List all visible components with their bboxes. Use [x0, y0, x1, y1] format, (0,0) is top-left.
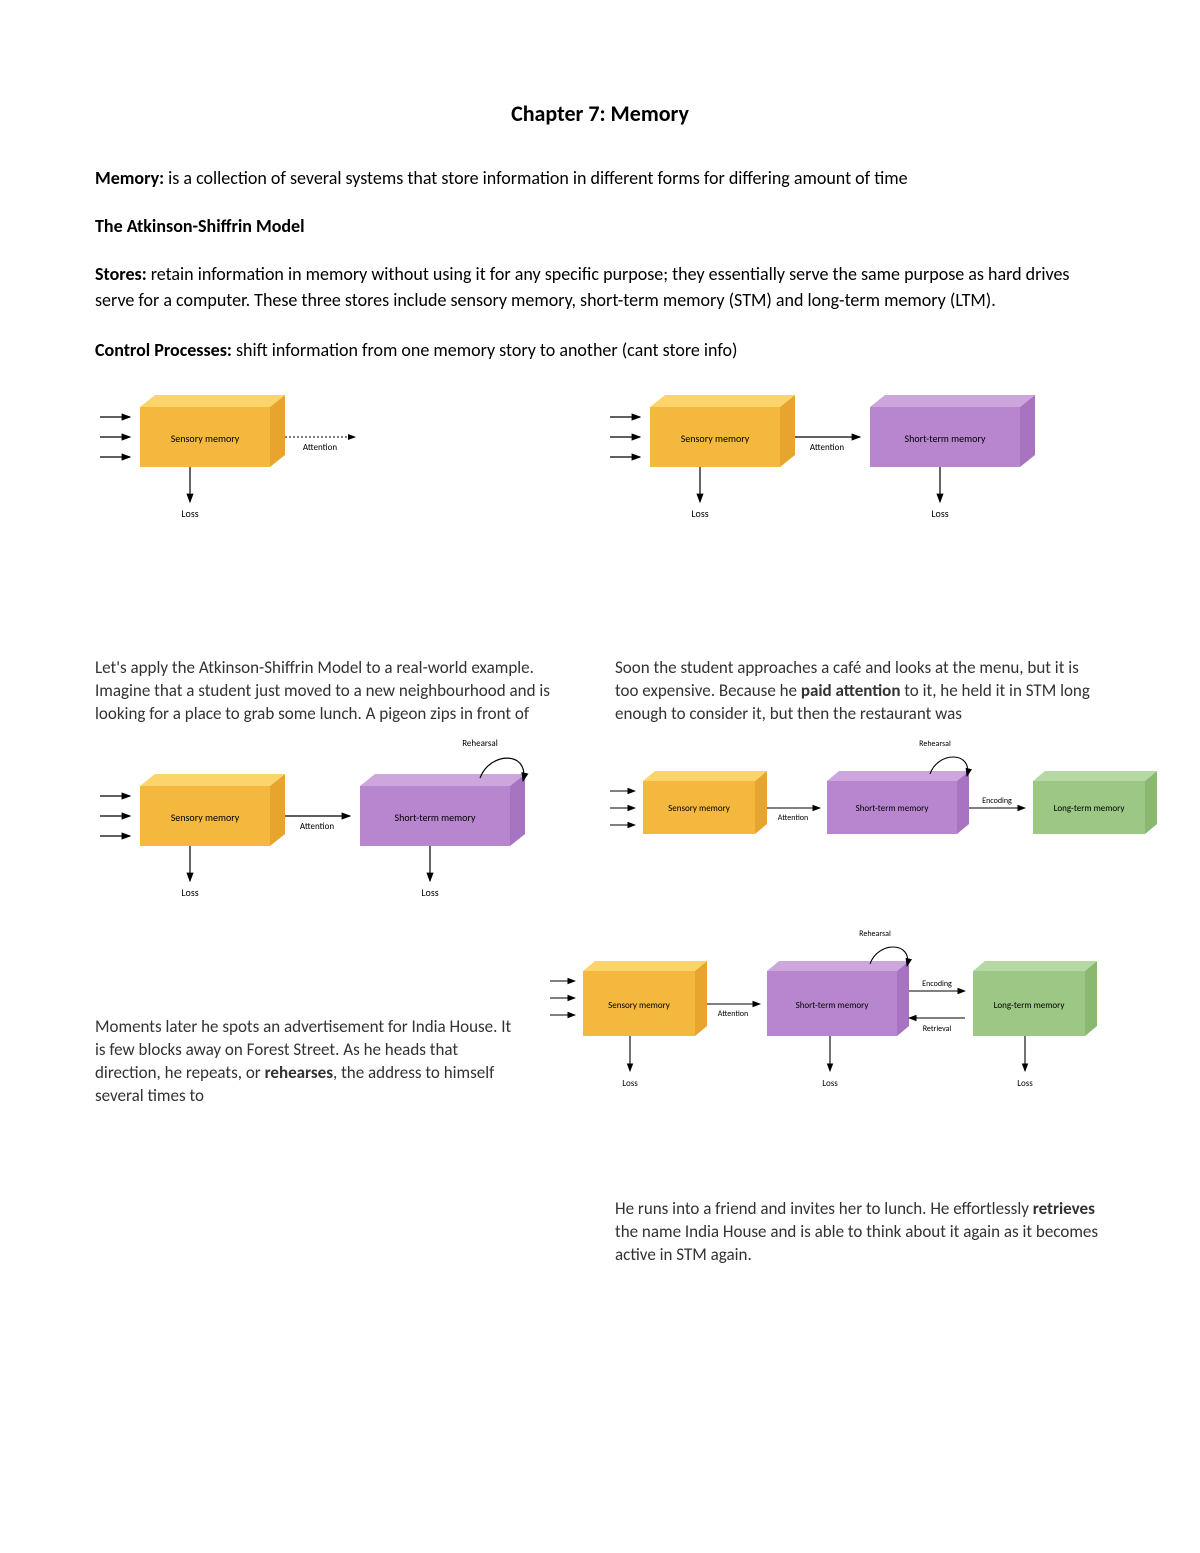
- attention-label: Attention: [778, 813, 808, 823]
- ltm-box: Long-term memory: [973, 961, 1097, 1036]
- attention-label: Attention: [300, 821, 334, 832]
- sensory-box: Sensory memory: [140, 774, 285, 846]
- caption-3: He runs into a friend and invites her to…: [615, 1198, 1105, 1267]
- stm-label: Short-term memory: [905, 432, 986, 445]
- control-text: shift information from one memory story …: [232, 339, 738, 361]
- stm-label: Short-term memory: [395, 811, 476, 824]
- memory-definition: Memory: is a collection of several syste…: [95, 165, 1105, 191]
- ltm-box: Long-term memory: [1033, 771, 1157, 834]
- control-label: Control Processes:: [95, 339, 232, 361]
- c3-post: the name India House and is able to thin…: [615, 1221, 1098, 1265]
- loss-label: Loss: [181, 507, 198, 520]
- diagram-2-right: Sensory memory Attention Short-term memo…: [605, 736, 1165, 916]
- stm-box: Short-term memory: [360, 774, 525, 846]
- loss-label-2: Loss: [421, 886, 438, 899]
- diagram-3-right: Sensory memory Attention Short-term memo…: [545, 926, 1105, 1118]
- diagram-full: Sensory memory Attention Short-term memo…: [545, 926, 1105, 1116]
- loss-label-1: Loss: [691, 507, 708, 520]
- stm-label: Short-term memory: [856, 803, 930, 814]
- diagram-1-left: Sensory memory Attention Loss: [95, 387, 545, 537]
- memory-text: is a collection of several systems that …: [164, 167, 908, 189]
- encoding-label: Encoding: [982, 796, 1012, 806]
- sensory-box: Sensory memory: [140, 395, 285, 467]
- encoding-label: Encoding: [922, 979, 952, 989]
- c3-pre: He runs into a friend and invites her to…: [615, 1198, 1033, 1219]
- sensory-box: Sensory memory: [583, 961, 707, 1036]
- document-page: Chapter 7: Memory Memory: is a collectio…: [0, 0, 1200, 1337]
- row-3-left: Moments later he spots an advertisement …: [95, 926, 515, 1118]
- rehearsal-label: Rehearsal: [919, 739, 951, 749]
- sensory-label: Sensory memory: [171, 811, 240, 824]
- diagram-sensory-stm: Sensory memory Attention Short-term memo…: [605, 387, 1105, 537]
- caption-2: Moments later he spots an advertisement …: [95, 1016, 515, 1108]
- rehearsal-label: Rehearsal: [859, 929, 891, 939]
- diagram-rehearsal: Sensory memory Attention Short-term memo…: [95, 736, 575, 916]
- stores-text: retain information in memory without usi…: [95, 263, 1069, 311]
- model-heading: The Atkinson-Shiffrin Model: [95, 215, 1105, 237]
- sensory-label: Sensory memory: [668, 803, 731, 814]
- stm-box: Short-term memory: [827, 771, 969, 834]
- retrieval-label: Retrieval: [923, 1024, 952, 1034]
- sensory-box: Sensory memory: [643, 771, 767, 834]
- diagram-row-1: Sensory memory Attention Loss: [95, 387, 1105, 537]
- ltm-label: Long-term memory: [994, 1000, 1066, 1011]
- loss-1: Loss: [622, 1078, 638, 1089]
- diagram-1-right: Sensory memory Attention Short-term memo…: [605, 387, 1105, 537]
- attention-label: Attention: [810, 442, 844, 453]
- sensory-box: Sensory memory: [650, 395, 795, 467]
- diagram-sensory-only: Sensory memory Attention Loss: [95, 387, 415, 537]
- stm-label: Short-term memory: [796, 1000, 870, 1011]
- diagram-encoding: Sensory memory Attention Short-term memo…: [605, 736, 1165, 906]
- memory-label: Memory:: [95, 167, 164, 189]
- c1b-bold: paid attention: [801, 680, 901, 701]
- stm-box: Short-term memory: [870, 395, 1035, 467]
- control-definition: Control Processes: shift information fro…: [95, 337, 1105, 363]
- attention-label: Attention: [718, 1009, 748, 1019]
- rehearsal-label: Rehearsal: [462, 738, 498, 749]
- loss-label-2: Loss: [931, 507, 948, 520]
- caption-1b: Soon the student approaches a café and l…: [615, 657, 1105, 726]
- caption-1a: Let's apply the Atkinson-Shiffrin Model …: [95, 657, 585, 726]
- caption-row-1: Let's apply the Atkinson-Shiffrin Model …: [95, 657, 1105, 736]
- diagram-2-left: Sensory memory Attention Short-term memo…: [95, 736, 575, 916]
- stores-definition: Stores: retain information in memory wit…: [95, 261, 1105, 313]
- loss-label-1: Loss: [181, 886, 198, 899]
- caption-row-3: He runs into a friend and invites her to…: [95, 1198, 1105, 1277]
- sensory-label: Sensory memory: [171, 432, 240, 445]
- page-title: Chapter 7: Memory: [95, 100, 1105, 127]
- attention-label: Attention: [303, 442, 337, 453]
- row-3: Moments later he spots an advertisement …: [95, 926, 1105, 1118]
- diagram-row-2: Sensory memory Attention Short-term memo…: [95, 736, 1105, 916]
- c2-bold: rehearses: [265, 1062, 333, 1083]
- ltm-label: Long-term memory: [1054, 803, 1126, 814]
- stm-box: Short-term memory: [767, 961, 909, 1036]
- sensory-label: Sensory memory: [681, 432, 750, 445]
- stores-label: Stores:: [95, 263, 147, 285]
- c3-bold: retrieves: [1033, 1198, 1095, 1219]
- loss-2: Loss: [822, 1078, 838, 1089]
- loss-3: Loss: [1017, 1078, 1033, 1089]
- sensory-label: Sensory memory: [608, 1000, 671, 1011]
